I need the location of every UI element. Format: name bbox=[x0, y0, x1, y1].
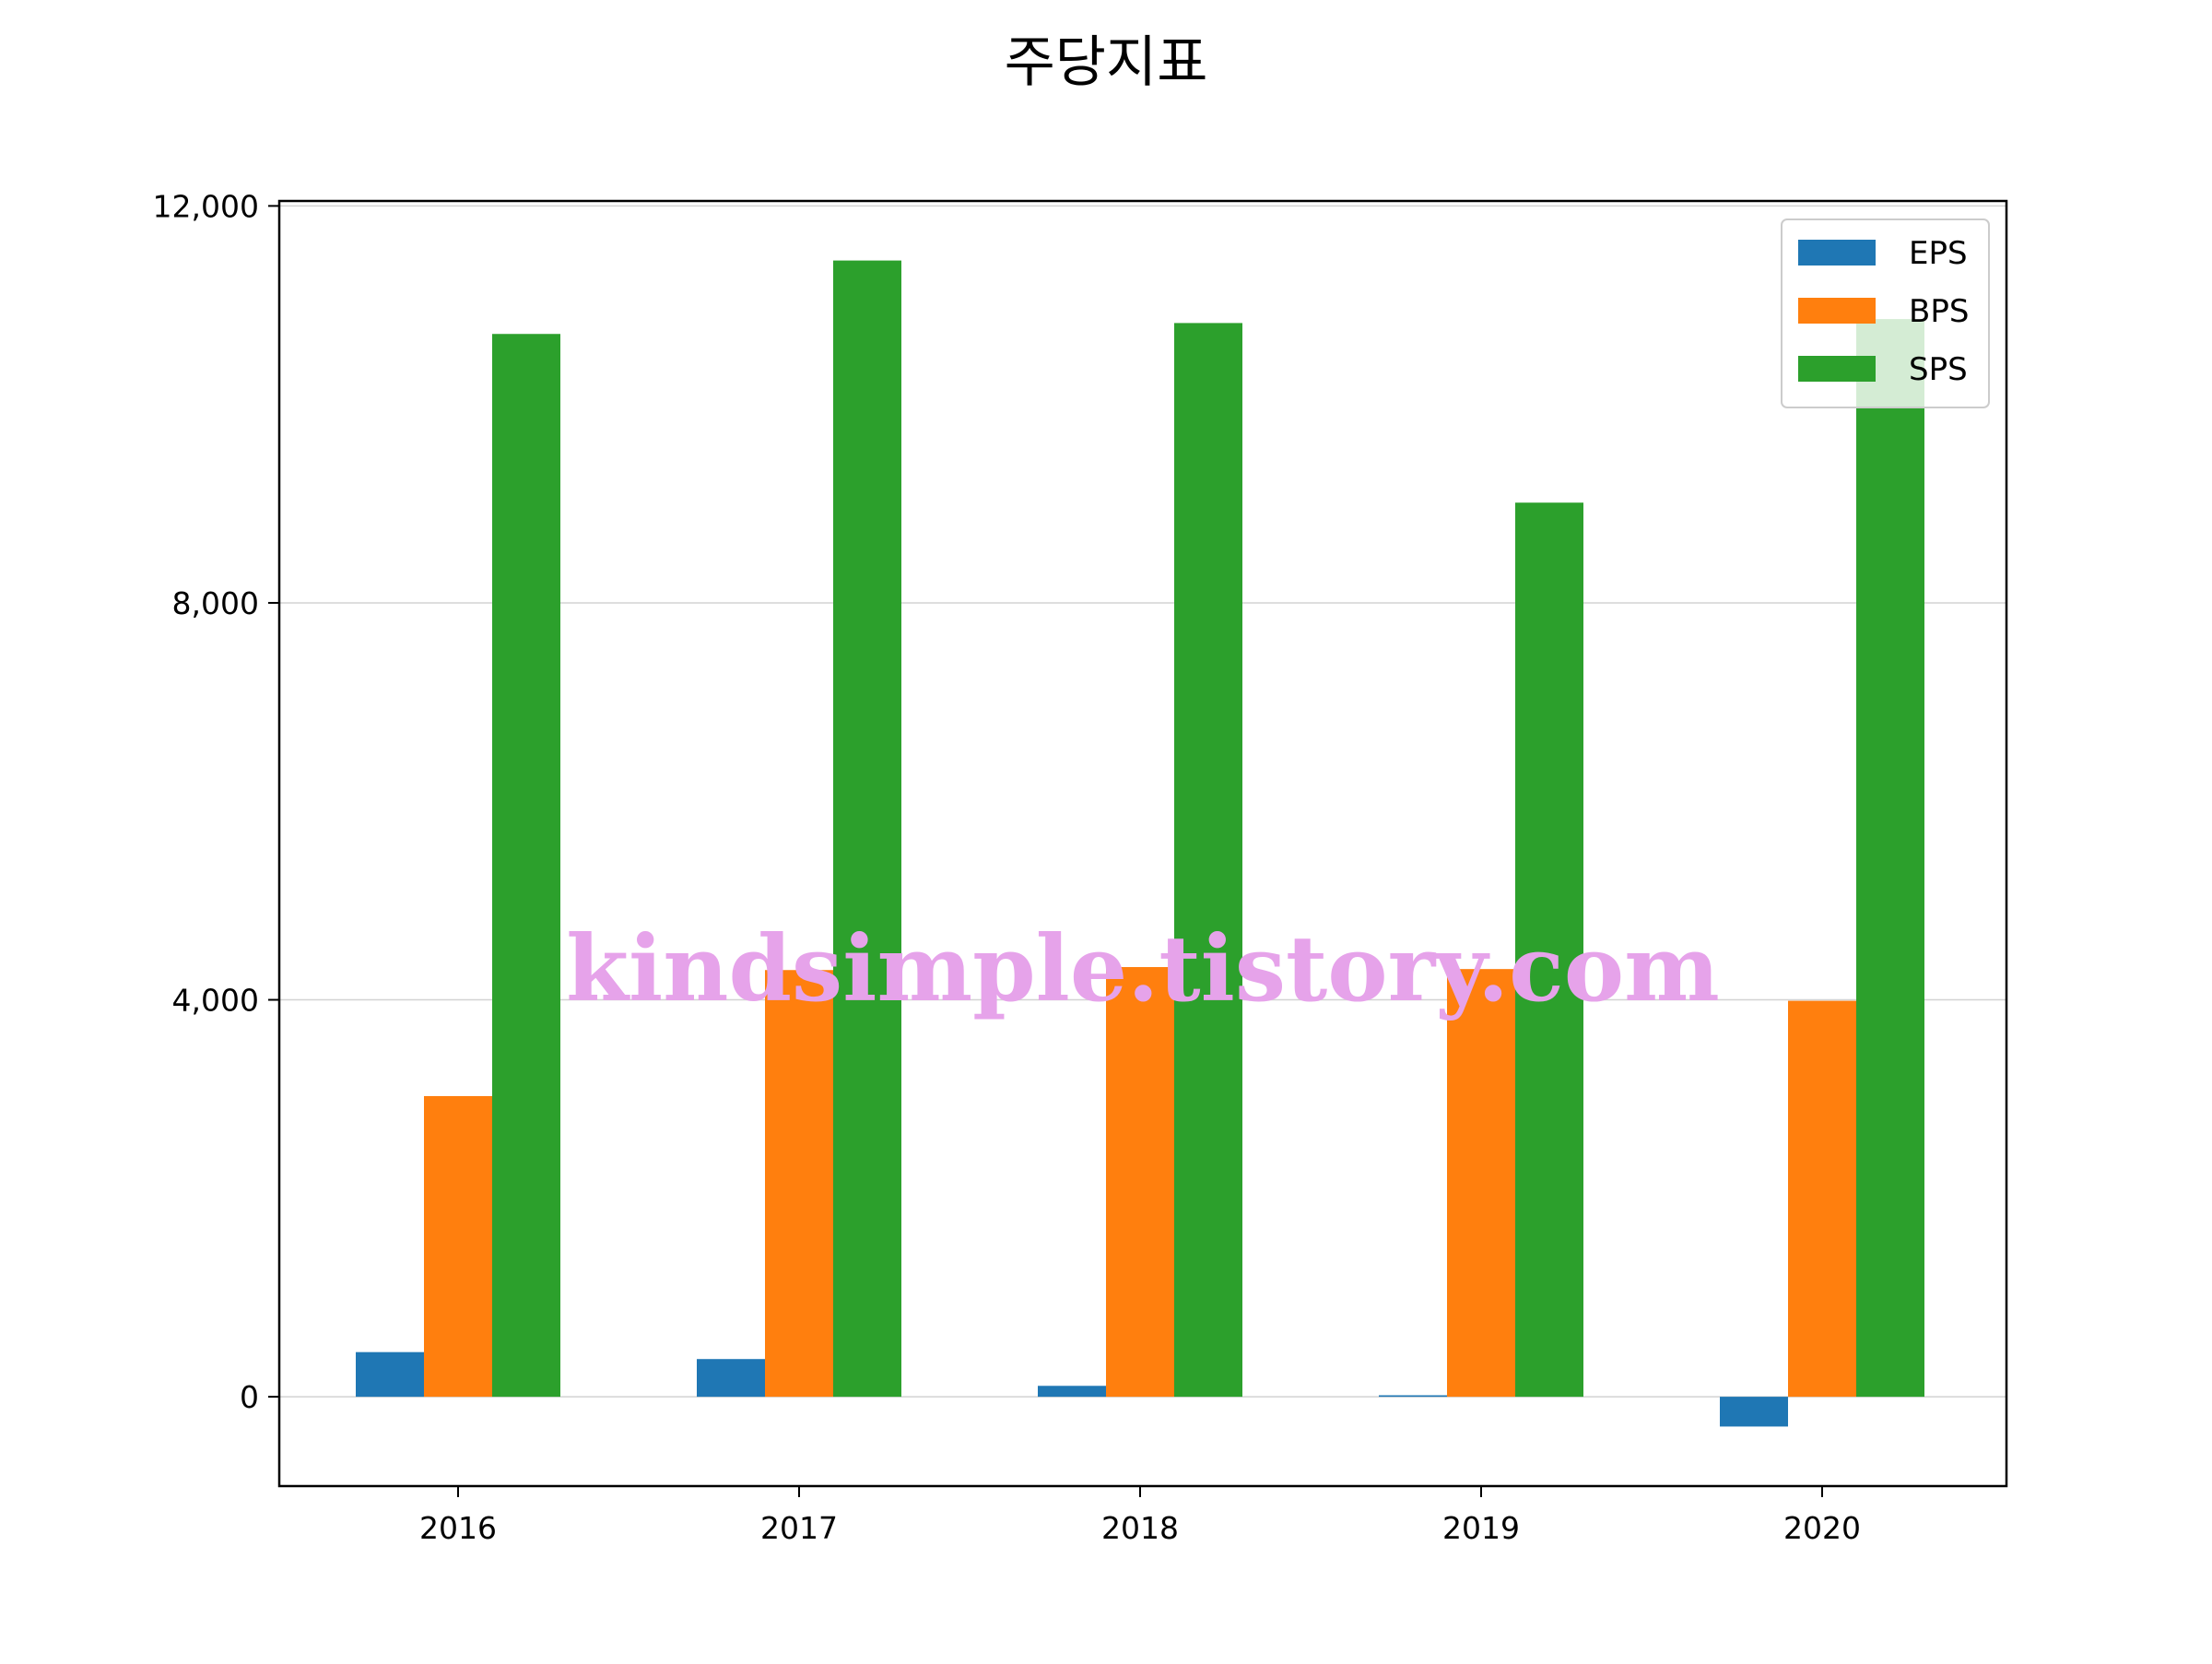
bar-sps-2019 bbox=[1515, 502, 1583, 1398]
bar-sps-2020 bbox=[1856, 319, 1924, 1398]
y-tick-label: 0 bbox=[240, 1379, 259, 1415]
watermark-text: kindsimple.tistory.com bbox=[566, 916, 1720, 1022]
legend-swatch-sps bbox=[1798, 356, 1876, 382]
legend-swatch-bps bbox=[1798, 298, 1876, 324]
legend: EPS BPS SPS bbox=[1781, 218, 1990, 408]
bar-sps-2017 bbox=[833, 260, 901, 1398]
bars bbox=[356, 260, 1924, 1427]
y-tick-label: 12,000 bbox=[153, 188, 259, 224]
legend-label-eps: EPS bbox=[1909, 235, 1968, 272]
bar-sps-2016 bbox=[492, 334, 560, 1398]
x-tick-label: 2018 bbox=[1101, 1510, 1179, 1546]
x-tick-label: 2016 bbox=[419, 1510, 497, 1546]
bar-eps-2020 bbox=[1720, 1397, 1788, 1427]
x-tick-label: 2017 bbox=[760, 1510, 838, 1546]
bar-bps-2016 bbox=[424, 1095, 492, 1398]
legend-swatch-eps bbox=[1798, 240, 1876, 266]
y-tick-label: 4,000 bbox=[172, 983, 259, 1019]
x-tick-label: 2019 bbox=[1442, 1510, 1520, 1546]
x-axis: 2016 2017 2018 2019 2020 bbox=[419, 1486, 1861, 1546]
y-tick-label: 8,000 bbox=[172, 585, 259, 621]
legend-label-bps: BPS bbox=[1909, 293, 1969, 330]
bar-bps-2018 bbox=[1106, 967, 1174, 1398]
gridlines bbox=[279, 205, 2006, 1398]
bar-sps-2018 bbox=[1174, 323, 1242, 1398]
bar-bps-2020 bbox=[1788, 1000, 1856, 1398]
chart-title: 주당지표 bbox=[1005, 30, 1208, 95]
legend-label-sps: SPS bbox=[1909, 351, 1968, 388]
bar-eps-2018 bbox=[1038, 1386, 1106, 1398]
bar-bps-2017 bbox=[765, 970, 833, 1398]
bar-eps-2016 bbox=[356, 1351, 424, 1398]
bar-eps-2017 bbox=[697, 1359, 765, 1398]
plot-frame bbox=[277, 199, 2008, 1488]
bar-eps-2019 bbox=[1379, 1395, 1447, 1398]
y-axis: 0 4,000 8,000 12,000 bbox=[153, 188, 279, 1415]
bar-bps-2019 bbox=[1447, 969, 1515, 1398]
x-tick-label: 2020 bbox=[1783, 1510, 1861, 1546]
